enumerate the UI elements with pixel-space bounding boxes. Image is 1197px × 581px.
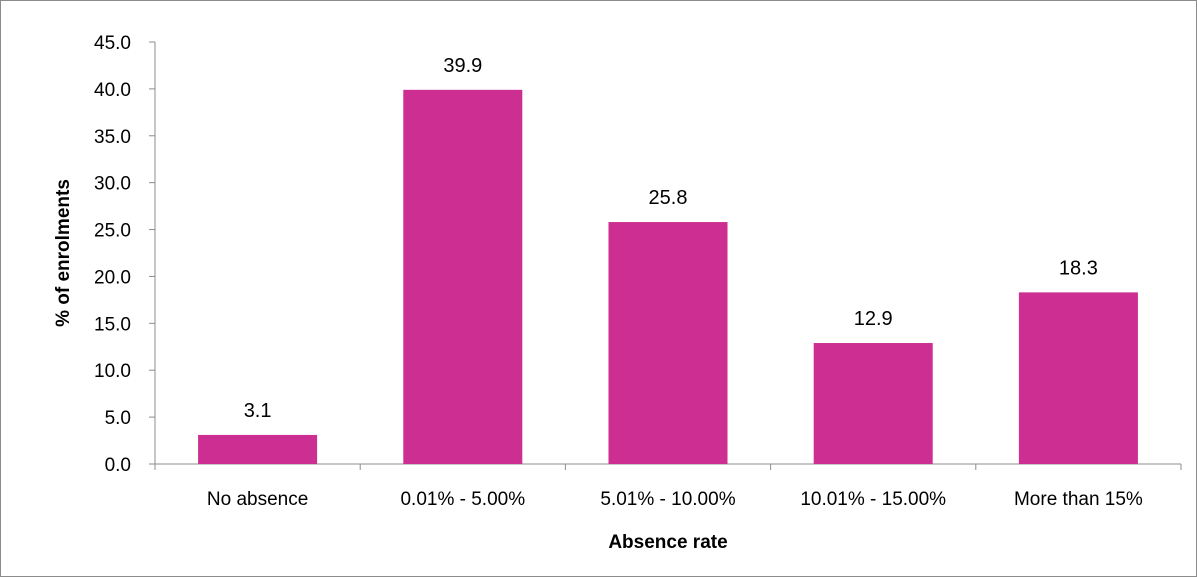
y-tick-label: 25.0 <box>94 221 131 242</box>
y-tick-label: 20.0 <box>94 267 131 288</box>
data-label: 39.9 <box>443 55 482 77</box>
y-axis-title: % of enrolments <box>53 179 74 327</box>
bar <box>403 89 523 465</box>
y-tick-label: 45.0 <box>94 33 131 54</box>
bar <box>813 343 933 464</box>
bar <box>198 434 318 464</box>
y-tick-label: 5.0 <box>105 408 131 429</box>
x-tick-label: More than 15% <box>1014 489 1143 510</box>
bar <box>608 222 728 464</box>
data-labels: 3.1 39.9 25.8 12.9 18.3 <box>244 55 1098 422</box>
data-label: 18.3 <box>1059 257 1098 279</box>
bars <box>198 89 1138 465</box>
x-tick-label: No absence <box>207 489 308 510</box>
y-tick-label: 35.0 <box>94 127 131 148</box>
data-label: 3.1 <box>244 400 272 422</box>
y-tick-label: 0.0 <box>105 455 131 476</box>
x-axis-title: Absence rate <box>608 532 727 553</box>
y-tick-label: 15.0 <box>94 314 131 335</box>
y-tick-label: 30.0 <box>94 174 131 195</box>
x-tick-label: 10.01% - 15.00% <box>800 489 946 510</box>
data-label: 25.8 <box>649 187 688 209</box>
bar <box>1018 292 1138 464</box>
y-tick-label: 40.0 <box>94 80 131 101</box>
y-tick-label: 10.0 <box>94 361 131 382</box>
data-label: 12.9 <box>854 308 893 330</box>
x-tick-label: 5.01% - 10.00% <box>600 489 735 510</box>
x-tick-label: 0.01% - 5.00% <box>400 489 525 510</box>
x-axis: No absence 0.01% - 5.00% 5.01% - 10.00% 10.… <box>154 463 1182 510</box>
y-axis: 0.0 5.0 10.0 15.0 20.0 25.0 30.0 35.0 40.0 45.0 <box>94 33 156 476</box>
